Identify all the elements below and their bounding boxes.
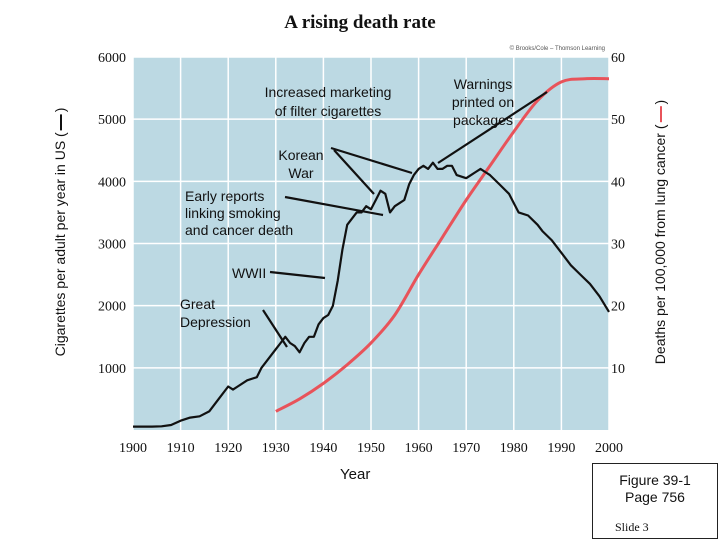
- annotation-warnings: Warnings: [454, 76, 513, 92]
- right-tick-label: 10: [611, 362, 625, 377]
- annotation-marketing: of filter cigarettes: [275, 103, 382, 119]
- right-tick-label: 20: [611, 300, 625, 315]
- annotation-early: Early reports: [185, 188, 264, 204]
- right-tick-label: 30: [611, 238, 625, 253]
- annotation-pointer-korean: [333, 149, 375, 195]
- cigarettes-series-line: [133, 161, 610, 428]
- slide-number: Slide 3: [615, 520, 649, 534]
- annotation-pointer-early: [284, 195, 384, 217]
- grid-lines: [132, 56, 610, 430]
- annotation-korean: Korean: [278, 147, 323, 163]
- figure-page: Page 756: [625, 489, 685, 505]
- left-y-ticks: 1000 2000 3000 4000 5000 6000: [98, 51, 126, 377]
- x-ticks: 1900 1910 1920 1930 1940 1950 1960 1970 1980 1990…: [119, 441, 623, 456]
- left-tick-label: 3000: [98, 238, 126, 253]
- x-tick-label: 1960: [405, 441, 433, 456]
- figure-number: Figure 39-1: [619, 472, 691, 488]
- x-tick-label: 1940: [309, 441, 337, 456]
- left-tick-label: 4000: [98, 175, 126, 190]
- right-tick-label: 60: [611, 51, 625, 66]
- annotation-wwii: WWII: [232, 265, 266, 281]
- figure-reference: Figure 39-1 Page 756: [593, 472, 717, 506]
- right-y-ticks: 10 20 30 40 50 60: [611, 51, 625, 377]
- annotation-depression: Great: [180, 296, 215, 312]
- x-tick-label: 1970: [452, 441, 480, 456]
- right-tick-label: 50: [611, 113, 625, 128]
- copyright-text: © Brooks/Cole – Thomson Learning: [510, 45, 605, 52]
- annotation-pointer-depression: [262, 309, 288, 348]
- left-tick-label: 6000: [98, 51, 126, 66]
- x-tick-label: 1920: [214, 441, 242, 456]
- x-tick-label: 2000: [595, 441, 623, 456]
- x-tick-label: 1980: [500, 441, 528, 456]
- annotation-pointer-wwii: [269, 270, 326, 280]
- x-tick-label: 1930: [262, 441, 290, 456]
- left-tick-label: 5000: [98, 113, 126, 128]
- right-tick-label: 40: [611, 175, 625, 190]
- chart-title: A rising death rate: [284, 12, 436, 33]
- x-tick-label: 1950: [357, 441, 385, 456]
- annotation-pointer-warnings: [437, 91, 548, 164]
- x-tick-label: 1900: [119, 441, 147, 456]
- figure-reference-box: Figure 39-1 Page 756 Slide 3: [592, 463, 718, 539]
- annotation-warnings: printed on: [452, 94, 514, 110]
- annotation-warnings: packages: [453, 112, 513, 128]
- x-tick-label: 1910: [167, 441, 195, 456]
- x-tick-label: 1990: [547, 441, 575, 456]
- annotation-pointer-marketing: [330, 146, 413, 175]
- annotation-depression: Depression: [180, 314, 251, 330]
- x-axis-label: Year: [340, 466, 371, 483]
- left-tick-label: 1000: [98, 362, 126, 377]
- left-tick-label: 2000: [98, 300, 126, 315]
- annotation-early: and cancer death: [185, 222, 293, 238]
- annotation-early: linking smoking: [185, 205, 281, 221]
- annotation-marketing: Increased marketing: [265, 84, 392, 100]
- annotation-korean: War: [288, 165, 313, 181]
- annotations: Increased marketing of filter cigarettes W…: [180, 76, 548, 348]
- deaths-series-line: [275, 77, 610, 413]
